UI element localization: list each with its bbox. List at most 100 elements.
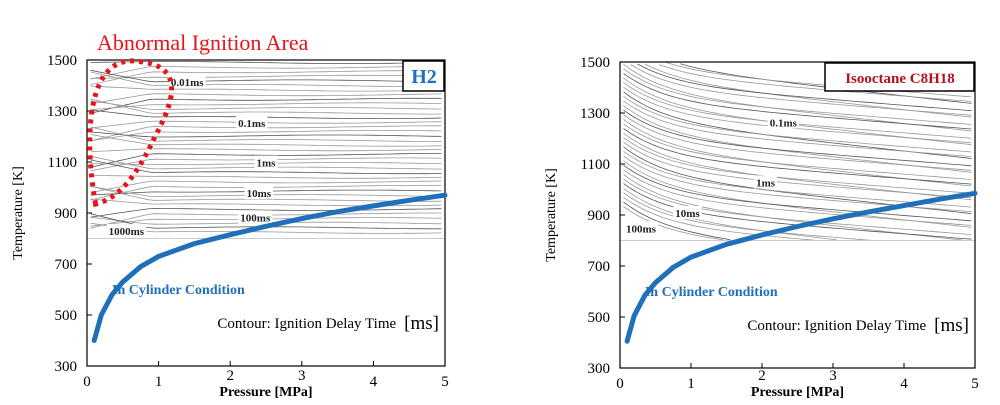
x-axis-label: Pressure [MPa] [751,385,844,400]
y-tick-label: 1100 [48,155,77,171]
contour-line [623,100,972,157]
x-tick-label: 0 [83,374,91,390]
contour-line [90,222,442,234]
chart-title: Isooctane C8H18 [845,71,955,87]
contour-line [623,201,731,241]
contour-line [623,206,724,241]
x-tick-label: 0 [616,376,624,392]
y-tick-label: 1100 [581,157,610,173]
y-tick-label: 900 [588,208,611,224]
y-axis-label: Temperature [K] [11,166,26,259]
x-axis-label: Pressure [MPa] [219,385,312,400]
contour-line [623,137,972,194]
contour-line [90,148,442,153]
y-tick-label: 300 [55,359,78,375]
contour-line [623,178,972,235]
contour-label-bg [238,210,273,224]
contour-line [665,62,972,98]
isooctane-chart: 0.1ms 1ms 10ms 100ms 0 1 2 3 4 5 300 500 700 900 1100 1… [544,55,979,400]
contour-line [90,98,442,115]
y-tick-label: 700 [55,257,78,273]
x-tick-label: 5 [971,376,979,392]
contour-line [90,207,442,218]
contour-line [90,71,442,87]
contour-label-bg [624,221,658,235]
title-box [824,62,975,92]
contour-label: 1ms [756,177,776,189]
contour-label: 0.1ms [770,117,798,129]
x-tick-label: 3 [829,368,837,384]
contour-line [623,192,873,241]
contour-label-bg [673,206,702,219]
contour-line [90,185,442,202]
contour-label: 0.01ms [171,77,204,89]
in-cylinder-curve [624,190,978,344]
abnormal-ignition-label: Abnormal Ignition Area [97,30,309,55]
x-tick-label: 4 [370,374,378,390]
contour-label: 1ms [257,158,277,170]
contour-line [90,180,442,193]
y-axis-label: Temperature [K] [544,168,559,261]
y-tick-label: 300 [588,361,611,377]
contour-line [623,73,972,130]
contour-line [90,97,442,114]
contour-unit: [ms] [934,315,969,336]
contour-line [623,155,972,213]
contour-note: Contour: Ignition Delay Time [747,318,926,334]
contour-label-bg [754,175,778,189]
contour-line [623,128,972,185]
contour-line [623,187,837,241]
contour-line [90,126,442,143]
y-tick-label: 1300 [580,106,610,122]
contour-line [90,159,442,175]
contour-label: 0.1ms [238,118,266,130]
contour-label: 10ms [247,188,272,200]
contour-line [658,64,972,102]
contour-line [90,175,442,179]
contour-line [630,64,972,116]
contour-line [90,70,442,85]
contour-line [623,123,972,180]
contour-label: 1000ms [109,226,145,238]
contour-line [623,86,972,144]
contour-line [623,164,972,222]
y-tick-label: 1300 [47,104,77,120]
contour-line [623,95,972,153]
contour-line [90,131,442,138]
x-tick-label: 3 [298,368,306,384]
y-tick-label: 500 [55,308,78,324]
contour-line [90,93,442,105]
in-cylinder-curve [91,192,448,343]
contour-note: Contour: Ignition Delay Time [217,316,396,332]
contour-line [90,102,442,111]
y-tick-label: 1500 [580,55,610,71]
contour-label: 10ms [675,208,700,220]
x-tick-label: 2 [226,368,234,384]
y-tick-label: 700 [588,259,611,275]
x-tick-label: 5 [441,374,449,390]
contour-line [623,196,816,241]
series-label: In Cylinder Condition [112,283,245,298]
contour-label: 100ms [240,212,271,224]
x-tick-label: 1 [155,374,163,390]
contour-line [90,152,442,168]
contour-line [637,63,972,112]
contour-label-bg [236,116,268,130]
contour-line [90,85,442,92]
chart-title: H2 [411,66,437,88]
title-box [402,60,445,92]
y-tick-label: 900 [55,206,78,222]
x-tick-label: 4 [900,376,908,392]
contour-line [90,69,442,83]
contour-label-bg [244,186,274,200]
contour-line [623,114,972,171]
contour-line [90,74,442,79]
contour-lines [90,61,442,234]
series-label: In Cylinder Condition [645,285,778,300]
contour-label-bg [254,155,278,169]
x-tick-label: 2 [758,368,766,384]
contour-line [623,109,972,167]
abnormal-ignition-outline [87,58,175,208]
contour-label-bg [168,75,206,89]
